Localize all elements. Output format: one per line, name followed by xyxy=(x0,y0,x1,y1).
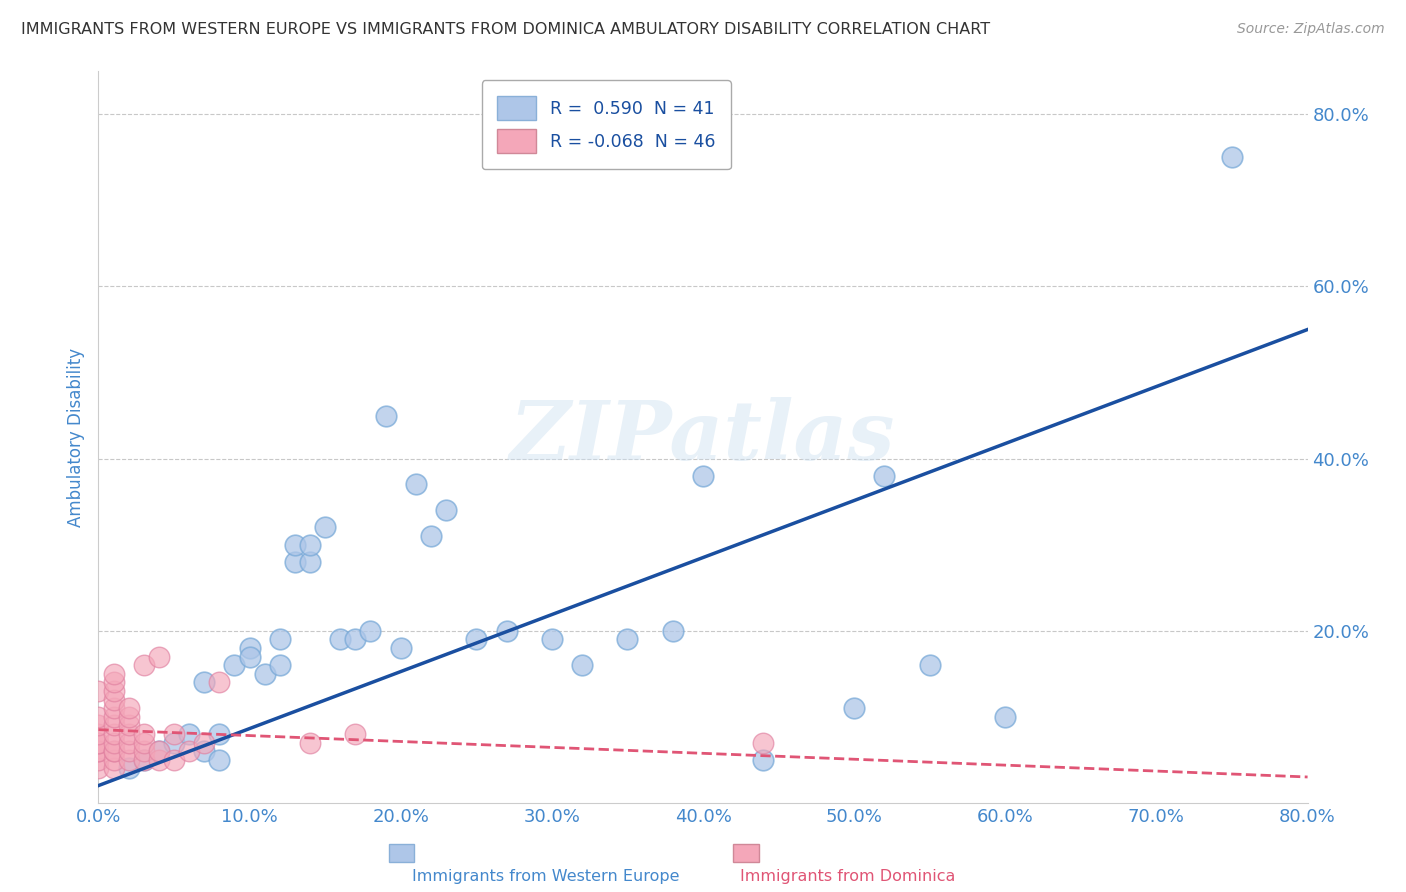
Point xyxy=(118,735,141,749)
Point xyxy=(103,710,125,724)
Point xyxy=(103,684,125,698)
Point xyxy=(239,640,262,655)
Point xyxy=(103,744,125,758)
Point xyxy=(752,735,775,749)
Point xyxy=(103,675,125,690)
Point xyxy=(540,632,562,647)
Point xyxy=(118,710,141,724)
Point xyxy=(208,675,231,690)
Point xyxy=(752,753,775,767)
Point xyxy=(148,744,170,758)
Point xyxy=(284,555,307,569)
Point xyxy=(344,727,367,741)
Point xyxy=(163,753,186,767)
Point xyxy=(87,727,110,741)
Point xyxy=(87,710,110,724)
Point xyxy=(132,658,155,673)
Point xyxy=(389,640,412,655)
Point xyxy=(284,538,307,552)
Point xyxy=(148,753,170,767)
Text: Source: ZipAtlas.com: Source: ZipAtlas.com xyxy=(1237,22,1385,37)
Point xyxy=(163,735,186,749)
Point xyxy=(344,632,367,647)
Point xyxy=(193,735,215,749)
Point xyxy=(208,727,231,741)
Point xyxy=(495,624,517,638)
Point xyxy=(269,632,291,647)
Point xyxy=(103,666,125,681)
Point xyxy=(299,555,322,569)
Point xyxy=(616,632,638,647)
Point xyxy=(224,658,246,673)
Point xyxy=(179,744,201,758)
Point xyxy=(132,735,155,749)
Point xyxy=(360,624,382,638)
Point xyxy=(103,727,125,741)
Point xyxy=(132,753,155,767)
Point xyxy=(269,658,291,673)
Point xyxy=(239,649,262,664)
Point xyxy=(299,735,322,749)
Point xyxy=(148,744,170,758)
Point xyxy=(434,503,457,517)
Point xyxy=(420,529,443,543)
Point xyxy=(163,727,186,741)
Y-axis label: Ambulatory Disability: Ambulatory Disability xyxy=(66,348,84,526)
Point xyxy=(87,684,110,698)
Point xyxy=(465,632,488,647)
Point xyxy=(87,744,110,758)
Text: IMMIGRANTS FROM WESTERN EUROPE VS IMMIGRANTS FROM DOMINICA AMBULATORY DISABILITY: IMMIGRANTS FROM WESTERN EUROPE VS IMMIGR… xyxy=(21,22,990,37)
Point xyxy=(103,744,125,758)
Point xyxy=(193,744,215,758)
Point xyxy=(692,468,714,483)
Point xyxy=(918,658,941,673)
Point xyxy=(118,753,141,767)
Point xyxy=(374,409,396,423)
Point xyxy=(661,624,683,638)
Point xyxy=(193,675,215,690)
Point xyxy=(103,718,125,732)
Point xyxy=(103,735,125,749)
Point xyxy=(103,761,125,775)
Point xyxy=(844,701,866,715)
Point xyxy=(103,692,125,706)
Point xyxy=(118,718,141,732)
Point xyxy=(208,753,231,767)
Point xyxy=(132,744,155,758)
Point xyxy=(132,753,155,767)
Point xyxy=(405,477,427,491)
Point xyxy=(118,701,141,715)
Point xyxy=(118,727,141,741)
Point xyxy=(571,658,593,673)
Text: ZIPatlas: ZIPatlas xyxy=(510,397,896,477)
Point xyxy=(87,735,110,749)
Point xyxy=(87,753,110,767)
Point xyxy=(118,761,141,775)
Point xyxy=(87,735,110,749)
Text: Immigrants from Dominica: Immigrants from Dominica xyxy=(741,869,956,884)
Point xyxy=(994,710,1017,724)
Text: Immigrants from Western Europe: Immigrants from Western Europe xyxy=(412,869,679,884)
Point xyxy=(87,744,110,758)
Point xyxy=(314,520,336,534)
Point xyxy=(253,666,276,681)
Point xyxy=(132,727,155,741)
Point xyxy=(148,649,170,664)
Point xyxy=(103,753,125,767)
Point xyxy=(87,718,110,732)
Point xyxy=(329,632,352,647)
Point xyxy=(87,761,110,775)
Legend: R =  0.590  N = 41, R = -0.068  N = 46: R = 0.590 N = 41, R = -0.068 N = 46 xyxy=(482,80,731,169)
Point xyxy=(873,468,896,483)
Point xyxy=(1220,150,1243,164)
Point xyxy=(118,744,141,758)
Point xyxy=(179,727,201,741)
Point xyxy=(299,538,322,552)
Point xyxy=(103,701,125,715)
